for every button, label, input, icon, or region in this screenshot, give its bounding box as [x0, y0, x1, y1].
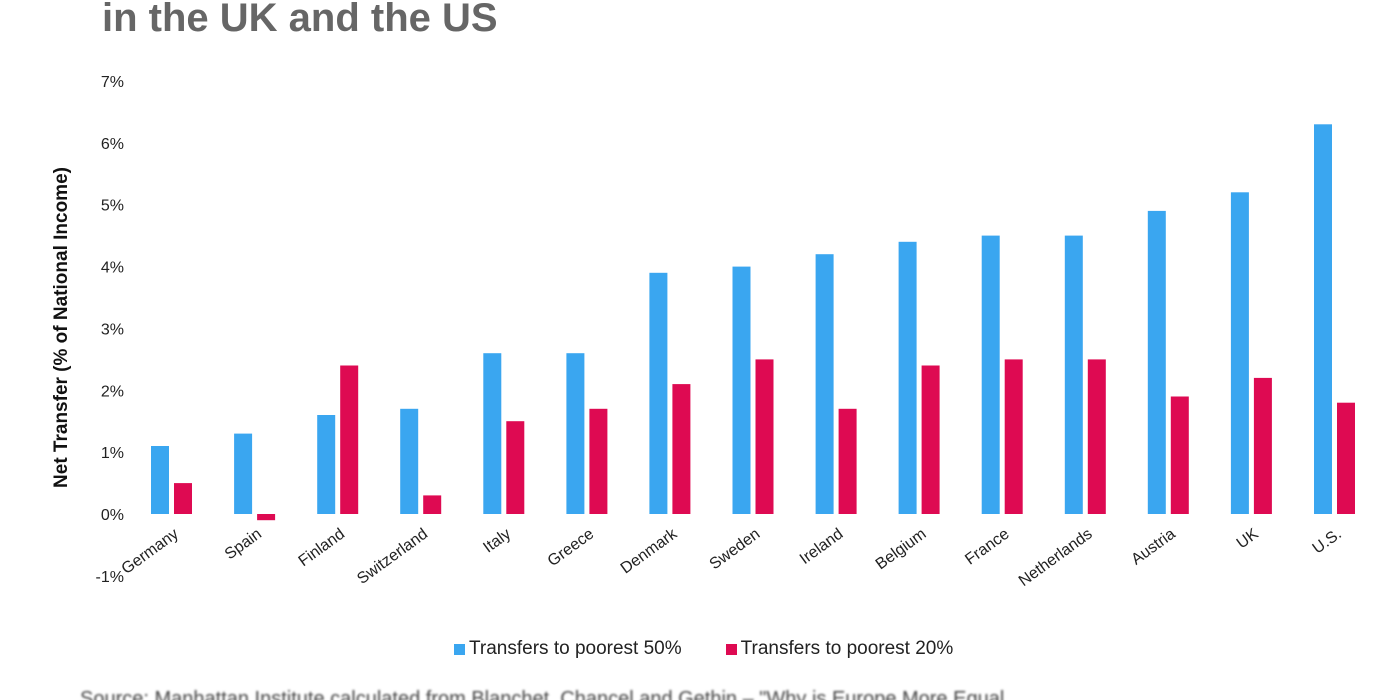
- y-tick-label: 1%: [101, 445, 124, 462]
- bar-netherlands-series-2[interactable]: [1087, 359, 1106, 514]
- y-tick-label: 6%: [101, 136, 124, 153]
- bar-france-series-1[interactable]: [981, 235, 1000, 514]
- legend: Transfers to poorest 50% Transfers to po…: [454, 638, 953, 660]
- source-note: Source: Manhattan Institute calculated f…: [80, 688, 1005, 700]
- bar-netherlands-series-1[interactable]: [1064, 235, 1083, 514]
- x-tick-label: Ireland: [797, 525, 847, 568]
- bar-ireland-series-1[interactable]: [815, 254, 834, 514]
- bar-switzerland-series-2[interactable]: [423, 495, 442, 514]
- x-tick-label: Austria: [1128, 525, 1178, 568]
- y-tick-label: 0%: [101, 507, 124, 524]
- legend-item-poorest-50[interactable]: Transfers to poorest 50%: [454, 638, 682, 660]
- x-tick-label: U.S.: [1310, 525, 1345, 557]
- legend-swatch-poorest-50: [454, 643, 465, 655]
- y-tick-label: -1%: [96, 569, 124, 586]
- bar-germany-series-1[interactable]: [151, 446, 169, 514]
- bar-sweden-series-2[interactable]: [755, 359, 774, 514]
- x-tick-label: Sweden: [707, 525, 764, 573]
- bar-france-series-2[interactable]: [1004, 359, 1023, 514]
- bar-austria-series-1[interactable]: [1147, 210, 1166, 514]
- bar-spain-series-1[interactable]: [234, 433, 253, 514]
- legend-label-poorest-20: Transfers to poorest 20%: [740, 638, 954, 659]
- y-tick-label: 3%: [101, 321, 124, 338]
- bar-belgium-series-1[interactable]: [898, 241, 917, 515]
- bar-finland-series-1[interactable]: [317, 415, 336, 514]
- x-tick-label: Netherlands: [1016, 525, 1096, 589]
- chart-title: in the UK and the US: [102, 0, 498, 40]
- bar-austria-series-2[interactable]: [1170, 396, 1189, 515]
- legend-item-poorest-20[interactable]: Transfers to poorest 20%: [725, 638, 954, 660]
- x-tick-label: Greece: [545, 525, 598, 570]
- bar-uk-series-2[interactable]: [1253, 377, 1272, 514]
- x-tick-label: Germany: [119, 525, 182, 577]
- bar-u-s-series-2[interactable]: [1337, 402, 1355, 514]
- y-tick-label: 4%: [101, 260, 124, 277]
- x-tick-label: UK: [1234, 525, 1262, 552]
- bar-sweden-series-1[interactable]: [732, 266, 751, 514]
- x-tick-label: Italy: [480, 525, 514, 556]
- bar-u-s-series-1[interactable]: [1314, 124, 1332, 515]
- legend-swatch-poorest-20: [725, 643, 737, 655]
- bar-spain-series-2[interactable]: [257, 514, 276, 521]
- bar-germany-series-2[interactable]: [174, 483, 192, 514]
- bar-uk-series-1[interactable]: [1230, 192, 1249, 515]
- legend-label-poorest-50: Transfers to poorest 50%: [469, 638, 682, 659]
- x-tick-label: Finland: [296, 525, 348, 570]
- x-tick-label: Switzerland: [354, 525, 431, 587]
- bar-denmark-series-1[interactable]: [649, 272, 668, 514]
- bar-greece-series-1[interactable]: [566, 353, 585, 514]
- bar-italy-series-2[interactable]: [506, 421, 525, 514]
- bar-switzerland-series-1[interactable]: [400, 408, 419, 514]
- bar-belgium-series-2[interactable]: [921, 365, 940, 515]
- x-tick-label: Belgium: [873, 525, 930, 573]
- bar-denmark-series-2[interactable]: [672, 384, 691, 514]
- y-tick-label: 5%: [101, 198, 124, 215]
- bar-chart: Net Transfer (% of National Income) -1% 0…: [51, 74, 1355, 590]
- bar-finland-series-2[interactable]: [340, 365, 359, 515]
- x-tick-label: Denmark: [618, 525, 681, 577]
- bar-italy-series-1[interactable]: [483, 353, 502, 514]
- bar-ireland-series-2[interactable]: [838, 408, 857, 514]
- bar-greece-series-2[interactable]: [589, 408, 608, 514]
- x-tick-label: Spain: [222, 525, 265, 563]
- x-tick-label: France: [962, 525, 1012, 568]
- y-axis-title: Net Transfer (% of National Income): [51, 167, 72, 488]
- y-tick-label: 7%: [101, 74, 124, 91]
- y-tick-label: 2%: [101, 383, 124, 400]
